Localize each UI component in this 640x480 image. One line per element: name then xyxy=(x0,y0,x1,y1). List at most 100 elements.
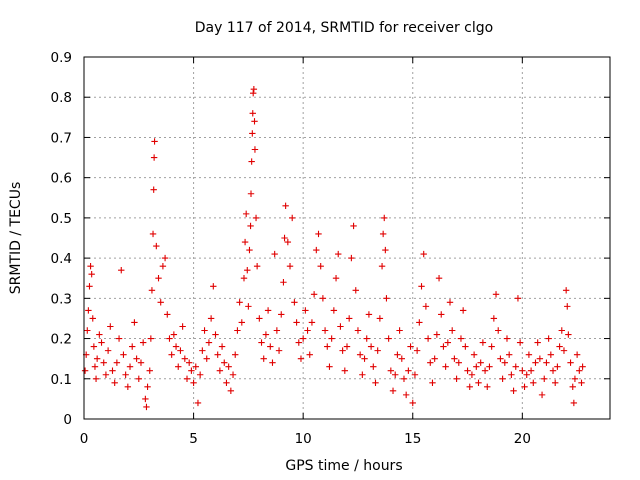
data-point xyxy=(389,387,397,395)
data-point xyxy=(139,339,147,346)
data-point xyxy=(293,319,300,326)
data-point xyxy=(519,367,526,374)
data-point xyxy=(319,295,327,302)
x-tick-label: 20 xyxy=(514,431,531,447)
data-point xyxy=(109,367,116,374)
data-point xyxy=(363,335,370,342)
y-tick-labels: 0 0.1 0.2 0.3 0.4 0.5 0.6 0.7 0.8 0.9 xyxy=(51,50,72,428)
data-point xyxy=(142,395,149,403)
data-point xyxy=(172,343,180,350)
data-point xyxy=(150,154,158,161)
data-point xyxy=(87,262,94,270)
data-point xyxy=(240,275,248,282)
y-tick-label: 0.4 xyxy=(51,251,72,267)
data-point xyxy=(573,351,581,358)
data-point xyxy=(143,403,150,411)
data-point xyxy=(146,367,153,374)
data-point xyxy=(352,287,359,294)
data-point xyxy=(486,363,493,370)
data-point xyxy=(475,379,482,386)
data-point xyxy=(218,343,226,350)
data-point xyxy=(499,375,506,382)
data-point xyxy=(420,250,427,258)
data-point xyxy=(370,363,377,370)
data-point xyxy=(282,202,289,210)
data-point xyxy=(440,343,447,350)
data-point xyxy=(488,343,495,350)
data-point xyxy=(376,315,384,322)
data-point xyxy=(271,250,278,258)
data-point xyxy=(149,230,157,238)
data-point xyxy=(170,331,178,338)
data-point xyxy=(579,363,586,370)
plot-frame xyxy=(83,56,611,420)
y-tick-label: 0.5 xyxy=(51,211,72,227)
data-point xyxy=(150,186,157,193)
data-point xyxy=(280,279,287,286)
data-point xyxy=(571,375,579,382)
data-point xyxy=(446,299,454,306)
data-point xyxy=(247,190,255,197)
data-point xyxy=(464,367,471,374)
x-tick-labels: 0 5 10 15 20 xyxy=(80,431,531,447)
data-point xyxy=(484,383,491,391)
data-point xyxy=(435,275,443,282)
y-axis-label: SRMTID / TECUs xyxy=(8,182,24,295)
data-point xyxy=(273,327,281,334)
data-point xyxy=(433,331,441,338)
data-point xyxy=(453,375,460,382)
data-point xyxy=(129,343,136,350)
data-point xyxy=(459,307,467,314)
data-point xyxy=(166,335,173,342)
data-point xyxy=(348,254,355,262)
data-point xyxy=(306,351,313,358)
data-point xyxy=(289,214,296,222)
data-point xyxy=(569,383,576,391)
data-point xyxy=(578,379,585,386)
data-point xyxy=(382,246,389,254)
data-point xyxy=(241,238,249,246)
gridlines xyxy=(84,57,610,419)
data-point xyxy=(203,355,210,362)
data-point xyxy=(234,327,241,334)
data-point xyxy=(249,110,256,117)
data-point xyxy=(479,339,487,346)
data-point xyxy=(315,230,322,238)
data-point xyxy=(201,327,208,334)
data-point xyxy=(302,307,309,314)
data-point xyxy=(317,262,324,270)
data-point xyxy=(409,399,416,407)
data-point xyxy=(90,343,98,350)
data-point xyxy=(248,158,255,165)
data-point xyxy=(186,359,193,366)
data-point xyxy=(104,347,112,354)
x-tick-label: 10 xyxy=(295,431,312,447)
data-point xyxy=(324,343,331,350)
data-point xyxy=(473,363,480,370)
data-point xyxy=(514,295,522,302)
data-point xyxy=(501,359,508,366)
data-point xyxy=(188,367,195,374)
data-point xyxy=(113,359,121,366)
x-axis-label: GPS time / hours xyxy=(285,458,402,474)
data-point xyxy=(481,367,489,374)
data-point xyxy=(345,315,353,322)
data-point xyxy=(122,371,129,378)
data-point xyxy=(337,323,344,330)
data-point xyxy=(538,391,546,399)
y-tick-label: 0 xyxy=(63,412,72,428)
data-point xyxy=(299,335,307,342)
y-tick-label: 0.6 xyxy=(51,171,72,187)
data-point xyxy=(190,379,197,386)
data-point xyxy=(457,335,465,342)
data-point xyxy=(264,307,272,314)
data-point xyxy=(225,363,232,370)
data-point xyxy=(199,347,206,354)
data-point xyxy=(449,327,456,334)
axis-ticks xyxy=(83,56,610,420)
data-point xyxy=(497,355,504,362)
data-point xyxy=(490,315,498,322)
x-tick-label: 0 xyxy=(80,431,89,447)
data-point xyxy=(227,387,235,395)
